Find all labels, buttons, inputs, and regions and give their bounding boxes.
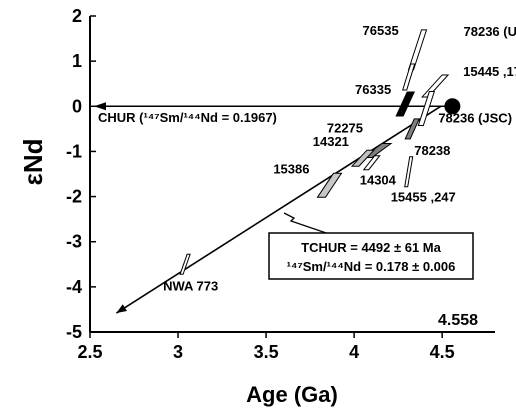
chur-arrowhead (94, 102, 106, 111)
sample-marker (316, 172, 343, 198)
y-tick-label: -1 (66, 141, 82, 161)
isochron-box-line1: TCHUR = 4492 ± 61 Ma (301, 240, 441, 255)
sample-marker (350, 149, 376, 167)
sample-label: 78238 (414, 143, 450, 158)
evolution-arrowhead (116, 304, 127, 314)
x-ticks: 2.5 3 3.5 4 4.5 (77, 332, 455, 362)
chur-point (444, 98, 461, 115)
y-tick-label: -3 (66, 232, 82, 252)
sample-label: 76535 (363, 23, 399, 38)
y-ticks: 2 1 0 -1 -2 -3 -4 -5 (66, 6, 96, 342)
x-tick-label: 4.5 (430, 342, 455, 362)
sample-label: 78236 (UCSD) (464, 24, 516, 39)
isochron-box-line2: ¹⁴⁷Sm/¹⁴⁴Nd = 0.178 ± 0.006 (287, 259, 456, 274)
sample-marker (402, 63, 416, 91)
y-tick-label: -2 (66, 187, 82, 207)
sample-label: NWA 773 (163, 278, 218, 293)
evolution-line (115, 105, 442, 314)
y-tick-label: 2 (72, 6, 82, 26)
chur-reference: CHUR (¹⁴⁷Sm/¹⁴⁴Nd = 0.1967) (94, 102, 453, 125)
sample-marker (179, 253, 191, 275)
sample-label: 15386 (273, 161, 309, 176)
y-tick-label: -5 (66, 322, 82, 342)
sample-label: 72275 (327, 121, 363, 136)
sample-marker (395, 91, 415, 117)
sample-label: 14321 (313, 134, 349, 149)
sample-marker (362, 155, 381, 171)
sample-label: 14304 (360, 173, 397, 188)
y-tick-label: -4 (66, 277, 82, 297)
x-tick-label: 3 (173, 342, 183, 362)
sample-marker (404, 118, 421, 140)
isochron-box: TCHUR = 4492 ± 61 Ma ¹⁴⁷Sm/¹⁴⁴Nd = 0.178… (268, 232, 474, 280)
x-tick-label: 2.5 (77, 342, 102, 362)
y-axis-title: εNd (18, 139, 48, 186)
sample-label: 15455 ,247 (391, 190, 456, 205)
x-tick-label: 3.5 (254, 342, 279, 362)
y-tick-label: 1 (72, 51, 82, 71)
x-tick-label: 4 (349, 342, 359, 362)
corner-age-label: 4.558 (438, 312, 478, 329)
sample-label: 78236 (JSC) (438, 111, 512, 126)
sample-label: 76335 (355, 82, 391, 97)
isochron-box-frame (268, 232, 474, 280)
model-evolution-line (115, 105, 442, 314)
x-axis-title: Age (Ga) (246, 382, 338, 407)
chur-label: CHUR (¹⁴⁷Sm/¹⁴⁴Nd = 0.1967) (98, 110, 277, 125)
sample-markers: 78236 (UCSD) 76535 15445 ,17 76335 78236 (JS… (163, 23, 516, 293)
y-tick-label: 0 (72, 96, 82, 116)
sample-marker (421, 74, 450, 98)
sample-label: 15445 ,17 (463, 64, 516, 79)
sample-marker (404, 156, 414, 188)
box-leader-line (283, 212, 336, 237)
sample-marker (417, 91, 436, 127)
